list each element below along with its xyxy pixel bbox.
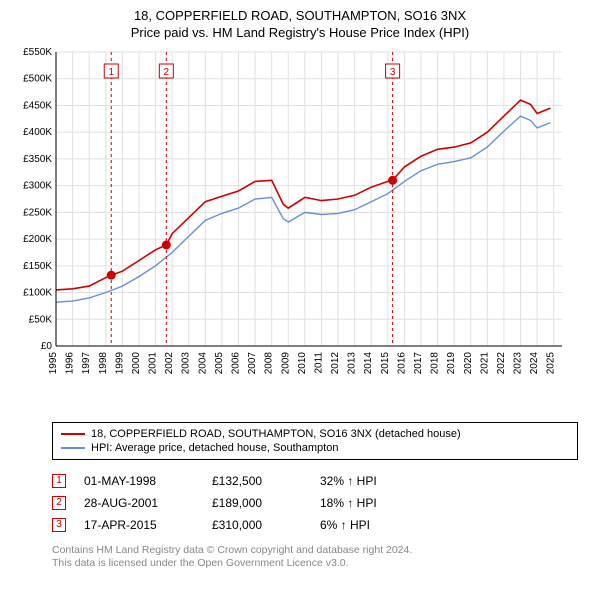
footnote: Contains HM Land Registry data © Crown c… (52, 544, 578, 571)
x-tick-label: 2012 (330, 351, 341, 374)
transaction-diff: 6% ↑ HPI (320, 518, 430, 532)
x-tick-label: 1999 (114, 351, 125, 374)
x-tick-label: 1996 (65, 351, 76, 374)
x-tick-label: 2001 (148, 351, 159, 374)
title-line1: 18, COPPERFIELD ROAD, SOUTHAMPTON, SO16 … (10, 8, 590, 25)
y-tick-label: £0 (41, 341, 53, 352)
y-tick-label: £50K (29, 314, 53, 325)
marker-number: 1 (108, 67, 114, 78)
chart-container: 18, COPPERFIELD ROAD, SOUTHAMPTON, SO16 … (0, 0, 600, 590)
x-tick-label: 2005 (214, 351, 225, 374)
marker-dot (107, 270, 116, 279)
x-tick-label: 1995 (48, 351, 59, 374)
marker-dot (162, 240, 171, 249)
transaction-diff: 32% ↑ HPI (320, 474, 430, 488)
x-tick-label: 2013 (347, 351, 358, 374)
y-tick-label: £250K (23, 207, 52, 218)
x-tick-label: 2009 (280, 351, 291, 374)
x-tick-label: 2014 (363, 351, 374, 374)
y-tick-label: £450K (23, 100, 52, 111)
transaction-marker: 2 (52, 496, 66, 510)
transaction-date: 17-APR-2015 (84, 518, 194, 532)
transactions-list: 1 01-MAY-1998 £132,500 32% ↑ HPI 2 28-AUG-200… (52, 470, 578, 536)
line-chart: £0 £50K £100K £150K £200K £250K £300K £350K £400… (10, 46, 570, 386)
x-tick-label: 2002 (164, 351, 175, 374)
y-tick-label: £400K (23, 127, 52, 138)
x-tick-label: 2003 (181, 351, 192, 374)
transaction-row: 1 01-MAY-1998 £132,500 32% ↑ HPI (52, 470, 578, 492)
y-tick-label: £200K (23, 234, 52, 245)
transaction-price: £132,500 (212, 474, 302, 488)
marker-number: 3 (390, 67, 396, 78)
transaction-date: 01-MAY-1998 (84, 474, 194, 488)
x-tick-label: 1998 (98, 351, 109, 374)
legend-label: 18, COPPERFIELD ROAD, SOUTHAMPTON, SO16 … (91, 428, 461, 440)
legend-item: 18, COPPERFIELD ROAD, SOUTHAMPTON, SO16 … (61, 427, 569, 441)
title-line2: Price paid vs. HM Land Registry's House … (10, 25, 590, 42)
x-tick-label: 1997 (81, 351, 92, 374)
x-tick-label: 2018 (430, 351, 441, 374)
x-tick-label: 2021 (479, 351, 490, 374)
x-tick-label: 2000 (131, 351, 142, 374)
x-tick-label: 2023 (513, 351, 524, 374)
x-tick-label: 2015 (380, 351, 391, 374)
y-tick-label: £550K (23, 47, 52, 58)
x-tick-label: 2011 (313, 351, 324, 373)
x-tick-label: 2006 (230, 351, 241, 374)
y-tick-label: £350K (23, 154, 52, 165)
legend: 18, COPPERFIELD ROAD, SOUTHAMPTON, SO16 … (52, 422, 578, 460)
footnote-line1: Contains HM Land Registry data © Crown c… (52, 544, 578, 558)
x-tick-label: 2004 (197, 351, 208, 374)
transaction-price: £189,000 (212, 496, 302, 510)
chart-area: £0 £50K £100K £150K £200K £250K £300K £350K £400… (10, 46, 590, 416)
legend-label: HPI: Average price, detached house, Sout… (91, 442, 338, 454)
transaction-row: 2 28-AUG-2001 £189,000 18% ↑ HPI (52, 492, 578, 514)
x-tick-label: 2025 (546, 351, 557, 374)
legend-swatch (61, 433, 85, 435)
x-tick-label: 2022 (496, 351, 507, 374)
transaction-date: 28-AUG-2001 (84, 496, 194, 510)
y-tick-label: £150K (23, 261, 52, 272)
x-tick-label: 2016 (396, 351, 407, 374)
legend-swatch (61, 447, 85, 449)
footnote-line2: This data is licensed under the Open Gov… (52, 557, 578, 571)
transaction-row: 3 17-APR-2015 £310,000 6% ↑ HPI (52, 514, 578, 536)
x-tick-label: 2008 (264, 351, 275, 374)
y-tick-label: £300K (23, 180, 52, 191)
transaction-diff: 18% ↑ HPI (320, 496, 430, 510)
x-tick-label: 2007 (247, 351, 258, 374)
legend-item: HPI: Average price, detached house, Sout… (61, 441, 569, 455)
x-tick-label: 2024 (529, 351, 540, 374)
transaction-marker: 1 (52, 474, 66, 488)
x-tick-label: 2020 (463, 351, 474, 374)
x-tick-label: 2010 (297, 351, 308, 374)
x-tick-label: 2019 (446, 351, 457, 374)
transaction-price: £310,000 (212, 518, 302, 532)
chart-title: 18, COPPERFIELD ROAD, SOUTHAMPTON, SO16 … (10, 8, 590, 42)
y-tick-label: £500K (23, 74, 52, 85)
transaction-marker: 3 (52, 518, 66, 532)
marker-dot (388, 176, 397, 185)
y-tick-label: £100K (23, 287, 52, 298)
marker-number: 2 (164, 67, 170, 78)
x-tick-label: 2017 (413, 351, 424, 374)
